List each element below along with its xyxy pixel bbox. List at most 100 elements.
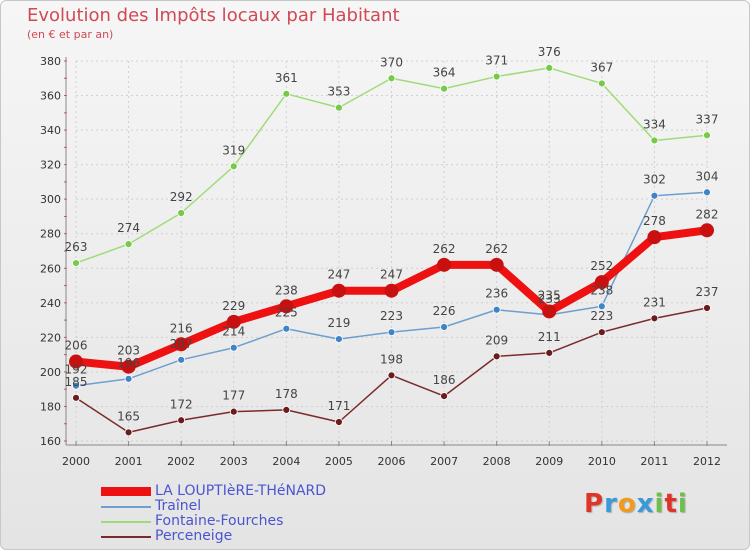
chart-title: Evolution des Impôts locaux par Habitant (27, 5, 400, 26)
data-point-3 (335, 418, 343, 426)
data-point-2 (597, 79, 606, 88)
legend-swatch-perceneige (101, 535, 151, 538)
data-label-2: 274 (117, 221, 140, 235)
data-point-0 (174, 337, 189, 352)
data-labels: 206 203 216 229 238 247 247 262 262 235 252 278 282 1… (65, 45, 719, 423)
data-point-3 (597, 328, 606, 337)
data-label-2: 292 (170, 190, 193, 204)
data-point-0 (69, 354, 83, 369)
x-tick-label: 2004 (272, 455, 300, 468)
data-label-1: 223 (380, 309, 403, 323)
x-tick-label: 2003 (220, 455, 248, 468)
data-point-3 (282, 406, 291, 414)
data-point-1 (703, 188, 711, 197)
legend-item-fontaine-fourches: Fontaine-Fourches (101, 514, 326, 529)
data-label-1: 192 (65, 363, 88, 377)
data-point-2 (72, 259, 80, 267)
data-label-0: 206 (65, 339, 88, 353)
legend-swatch-trainel (101, 505, 151, 508)
data-label-3: 237 (696, 285, 719, 299)
y-tick-label: 280 (40, 228, 61, 241)
data-label-0: 282 (696, 207, 719, 221)
chart-legend: LA LOUPTIèRE-THéNARD Traînel Fontaine-Fo… (101, 484, 326, 544)
legend-swatch-fontaine-fourches (101, 520, 151, 523)
axes: 160 180 200 220 240 260 280 300 320 340 360 380 2000… (40, 55, 727, 468)
x-tick-label: 2007 (430, 455, 458, 468)
data-label-1: 196 (117, 356, 140, 370)
data-point-0 (647, 230, 662, 245)
chart-subtitle: (en € et par an) (27, 28, 114, 41)
y-tick-label: 380 (40, 55, 61, 68)
proxiti-logo: Proxiti (584, 489, 688, 519)
data-point-3 (650, 314, 659, 323)
data-point-3 (545, 349, 554, 357)
x-tick-label: 2001 (115, 455, 143, 468)
x-tick-label: 2008 (483, 455, 511, 468)
data-label-2: 319 (222, 143, 245, 157)
data-point-3 (440, 392, 448, 400)
x-tick-label: 2010 (588, 455, 616, 468)
data-label-2: 371 (485, 54, 508, 68)
data-label-2: 376 (538, 45, 561, 59)
data-point-1 (650, 191, 659, 200)
data-label-2: 263 (65, 240, 88, 254)
data-point-1 (597, 302, 606, 311)
data-point-3 (703, 304, 711, 312)
data-point-2 (282, 89, 291, 98)
data-label-3: 165 (117, 409, 140, 423)
data-label-0: 262 (485, 242, 508, 256)
data-label-3: 185 (65, 375, 88, 389)
legend-swatch-louptiere (101, 487, 151, 496)
data-point-2 (387, 74, 396, 83)
y-tick-label: 340 (40, 124, 61, 137)
data-point-0 (437, 257, 452, 272)
data-point-2 (124, 240, 133, 248)
data-label-0: 216 (170, 321, 193, 335)
data-point-1 (335, 335, 343, 343)
data-point-3 (72, 393, 80, 402)
y-tick-label: 240 (40, 297, 61, 310)
data-point-0 (384, 283, 399, 298)
data-point-0 (700, 223, 714, 238)
data-label-1: 214 (222, 325, 245, 339)
data-label-0: 235 (538, 288, 561, 302)
data-point-0 (279, 299, 294, 314)
data-point-2 (703, 131, 711, 140)
data-point-2 (492, 72, 501, 81)
data-label-2: 334 (643, 117, 666, 131)
data-point-1 (440, 323, 448, 331)
data-point-3 (492, 352, 501, 361)
data-point-2 (440, 84, 448, 93)
data-point-3 (124, 428, 133, 437)
data-point-2 (177, 209, 186, 217)
data-label-2: 337 (696, 112, 719, 126)
y-tick-label: 300 (40, 193, 61, 206)
data-label-0: 247 (327, 268, 350, 282)
legend-label-perceneige: Perceneige (155, 528, 233, 544)
data-point-1 (387, 328, 396, 337)
data-point-0 (594, 275, 609, 290)
data-point-2 (650, 136, 659, 145)
y-tick-label: 320 (40, 159, 61, 172)
data-label-2: 353 (327, 85, 350, 99)
data-label-3: 172 (170, 397, 193, 411)
data-label-0: 278 (643, 214, 666, 228)
x-tick-label: 2011 (640, 455, 668, 468)
data-point-0 (489, 257, 504, 272)
data-point-0 (542, 304, 557, 319)
x-tick-label: 2005 (325, 455, 353, 468)
data-label-0: 229 (222, 299, 245, 313)
data-label-1: 238 (590, 283, 613, 297)
data-label-0: 252 (590, 259, 613, 273)
data-point-3 (177, 416, 186, 425)
y-tick-label: 180 (40, 400, 61, 413)
data-point-1 (492, 305, 501, 314)
y-tick-label: 220 (40, 331, 61, 344)
data-label-2: 367 (590, 60, 613, 74)
data-label-3: 223 (590, 309, 613, 323)
data-point-1 (72, 381, 80, 390)
data-point-2 (229, 162, 238, 171)
data-label-1: 225 (275, 306, 298, 320)
